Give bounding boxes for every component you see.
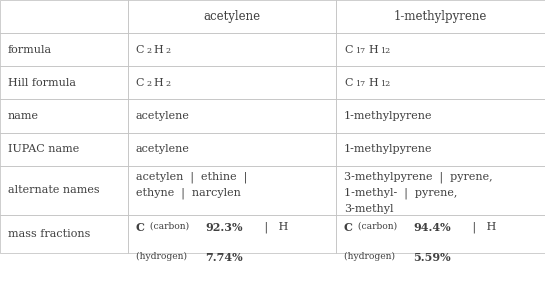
Text: |   H: | H — [253, 222, 288, 233]
Text: H: H — [153, 45, 163, 55]
Text: 17: 17 — [355, 80, 365, 89]
Bar — [128, 66, 336, 99]
Bar — [0, 166, 128, 215]
Bar — [0, 33, 128, 66]
Text: acetylene: acetylene — [204, 10, 261, 23]
Text: 17: 17 — [355, 47, 365, 55]
Text: 12: 12 — [380, 47, 391, 55]
Bar — [128, 215, 336, 253]
Bar — [336, 66, 545, 99]
Text: 2: 2 — [166, 80, 171, 89]
Text: 2: 2 — [166, 47, 171, 55]
Text: 7.74%: 7.74% — [205, 252, 243, 263]
Text: H: H — [368, 45, 378, 55]
Text: 1-methylpyrene: 1-methylpyrene — [344, 144, 432, 154]
Text: alternate names: alternate names — [8, 185, 99, 195]
Text: Hill formula: Hill formula — [8, 78, 76, 88]
Text: C: C — [344, 78, 353, 88]
Text: mass fractions: mass fractions — [8, 229, 90, 239]
Text: 2: 2 — [147, 47, 152, 55]
Bar — [336, 215, 545, 253]
Text: 94.4%: 94.4% — [414, 222, 451, 233]
Bar — [0, 215, 128, 253]
Bar — [0, 99, 128, 133]
Text: (carbon): (carbon) — [355, 222, 401, 231]
Bar — [336, 33, 545, 66]
Text: H: H — [153, 78, 163, 88]
Bar — [0, 66, 128, 99]
Text: acetylene: acetylene — [136, 111, 190, 121]
Bar — [128, 0, 336, 33]
Text: 5.59%: 5.59% — [414, 252, 451, 263]
Text: acetylene: acetylene — [136, 144, 190, 154]
Bar — [0, 0, 128, 33]
Text: 1-methylpyrene: 1-methylpyrene — [394, 10, 487, 23]
Text: C: C — [136, 78, 144, 88]
Bar — [128, 33, 336, 66]
Bar — [336, 0, 545, 33]
Text: C: C — [136, 222, 144, 233]
Text: 12: 12 — [380, 80, 391, 89]
Text: H: H — [368, 78, 378, 88]
Text: |   H: | H — [462, 222, 496, 233]
Text: formula: formula — [8, 45, 52, 55]
Bar — [336, 166, 545, 215]
Text: name: name — [8, 111, 39, 121]
Text: 1-methylpyrene: 1-methylpyrene — [344, 111, 432, 121]
Bar — [336, 133, 545, 166]
Text: (hydrogen): (hydrogen) — [344, 252, 398, 261]
Bar — [128, 133, 336, 166]
Text: 2: 2 — [147, 80, 152, 89]
Text: C: C — [136, 45, 144, 55]
Text: C: C — [344, 222, 353, 233]
Text: 3-methylpyrene  |  pyrene,
1-methyl-  |  pyrene,
3-methyl: 3-methylpyrene | pyrene, 1-methyl- | pyr… — [344, 172, 493, 214]
Text: 92.3%: 92.3% — [205, 222, 243, 233]
Text: IUPAC name: IUPAC name — [8, 144, 79, 154]
Bar — [0, 133, 128, 166]
Bar — [128, 99, 336, 133]
Text: C: C — [344, 45, 353, 55]
Bar — [128, 166, 336, 215]
Bar — [336, 99, 545, 133]
Text: (hydrogen): (hydrogen) — [136, 252, 190, 261]
Text: (carbon): (carbon) — [147, 222, 192, 231]
Text: acetylen  |  ethine  |
ethyne  |  narcylen: acetylen | ethine | ethyne | narcylen — [136, 172, 247, 200]
